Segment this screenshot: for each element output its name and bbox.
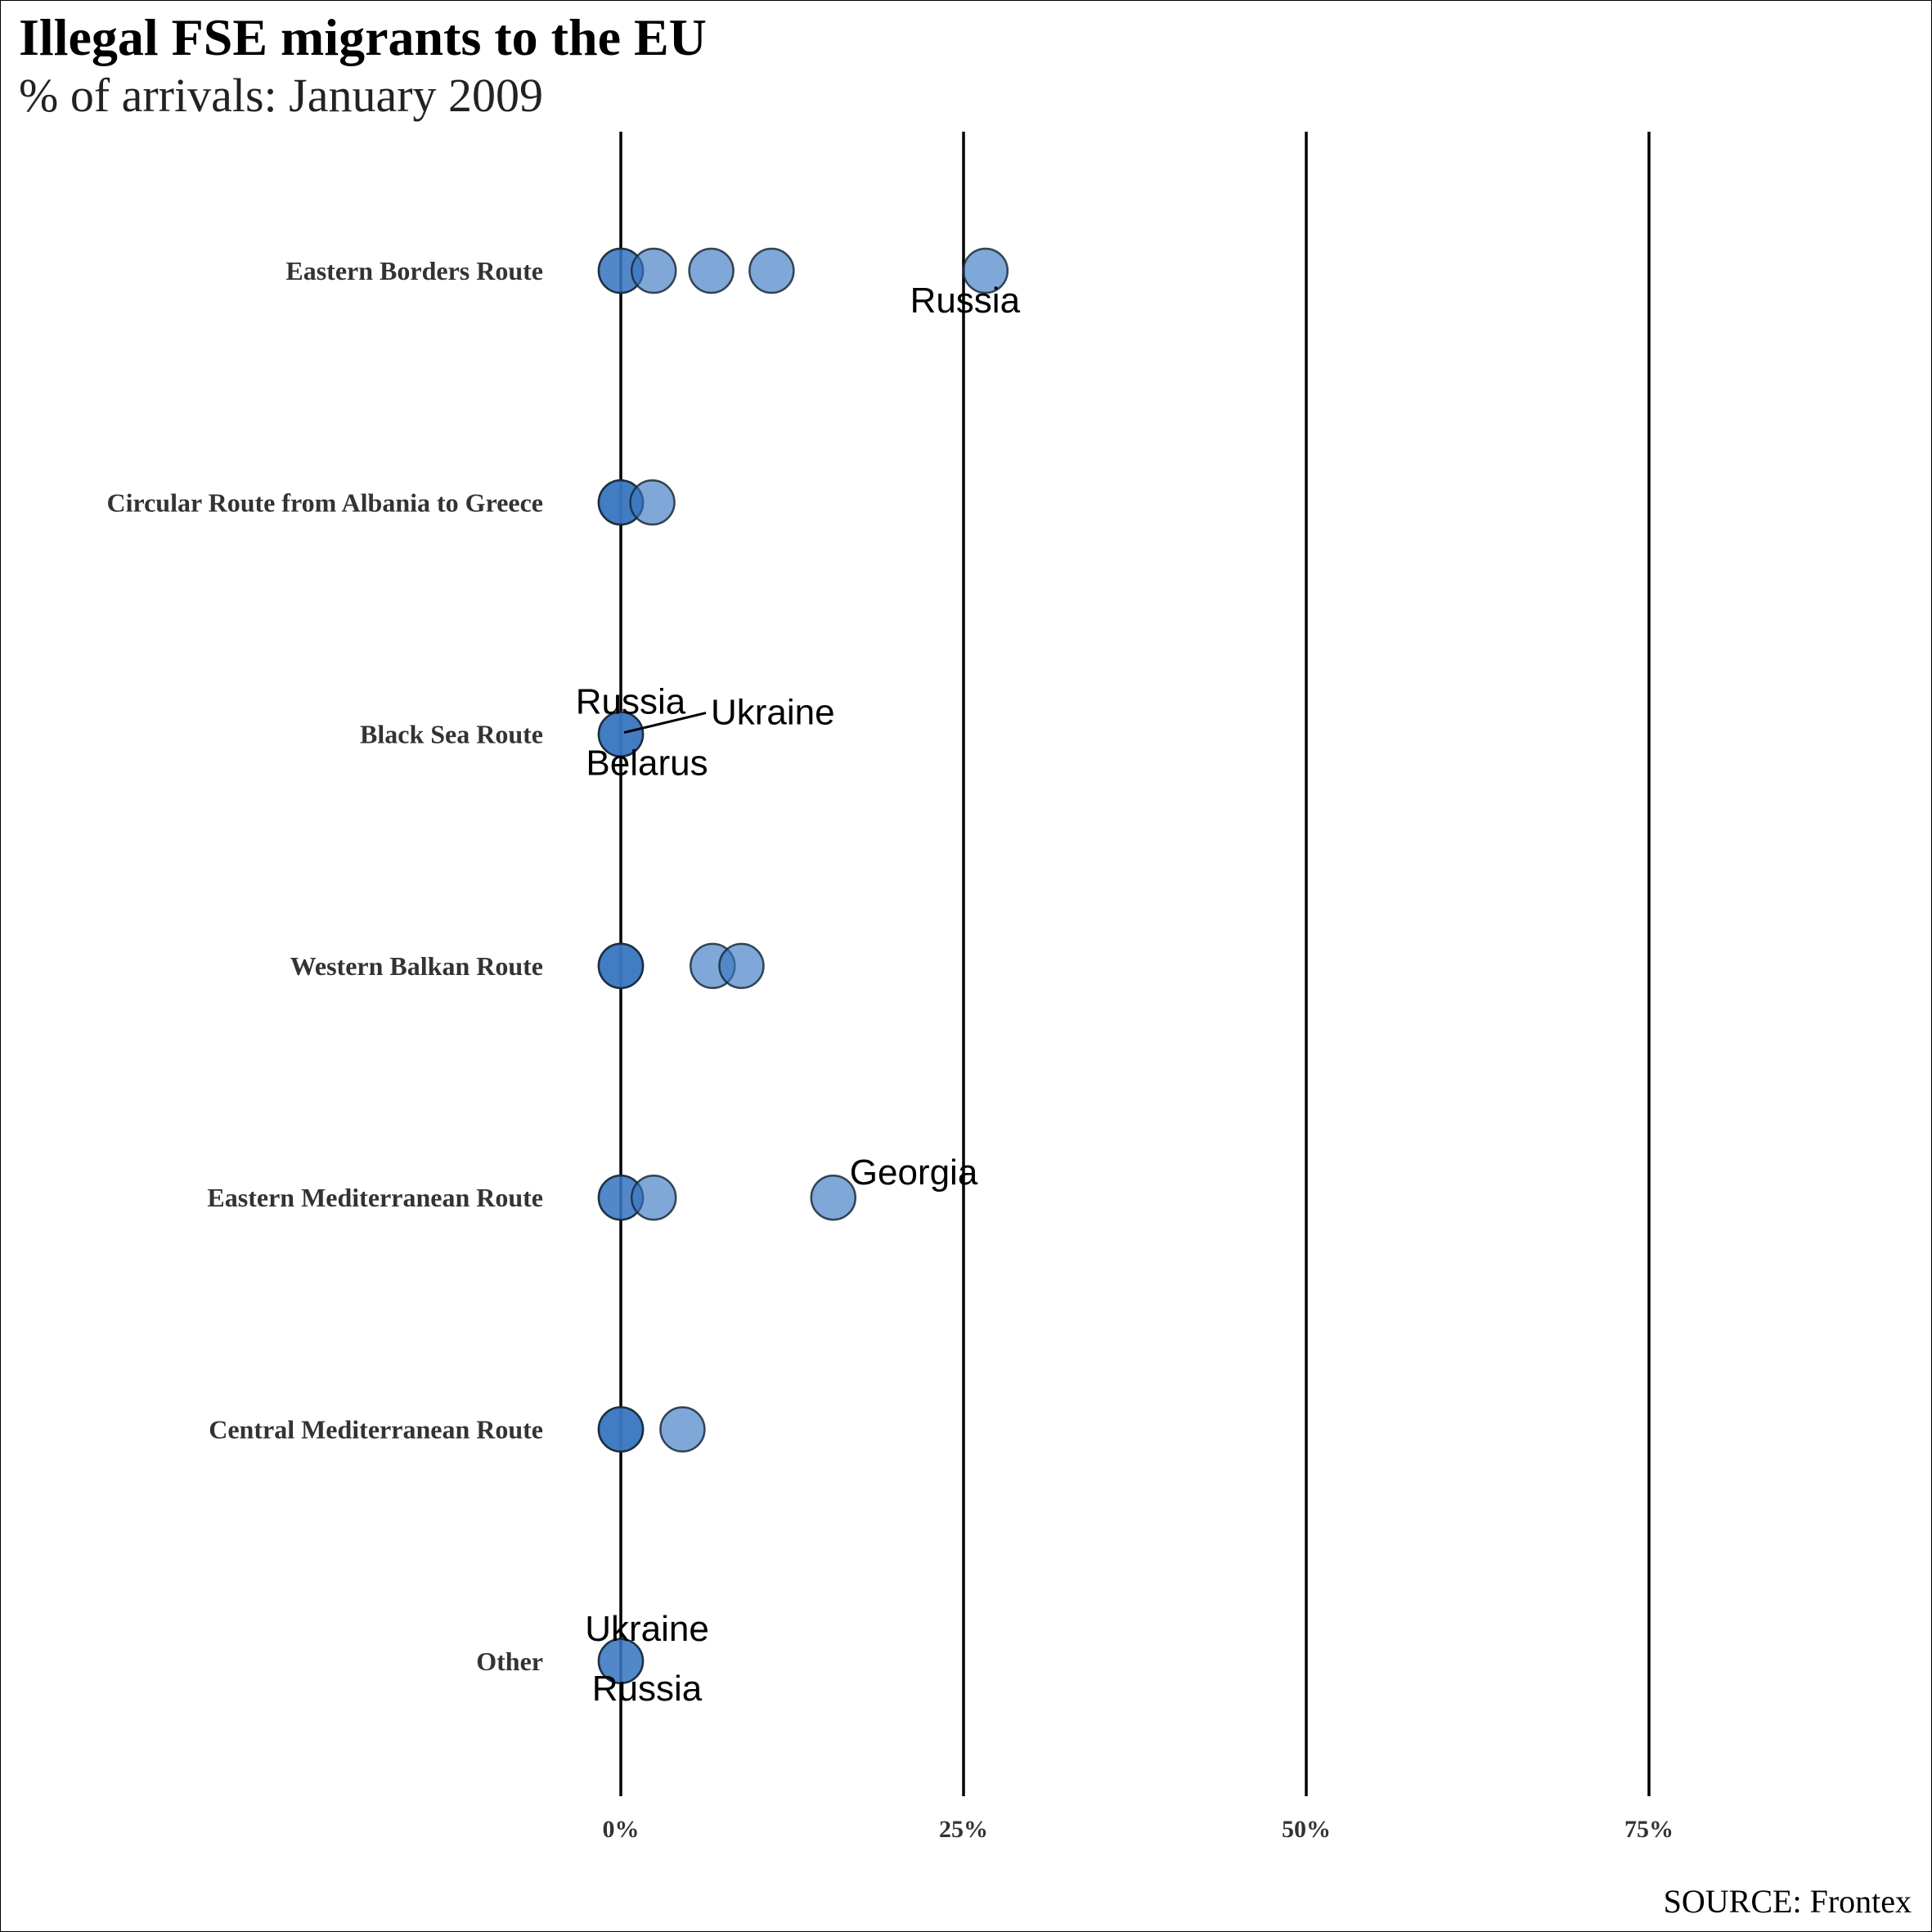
gridlines xyxy=(619,132,1651,1796)
point-label: Georgia xyxy=(850,1152,978,1193)
data-point xyxy=(659,1406,706,1453)
data-point xyxy=(597,1406,645,1453)
point-label: Russia xyxy=(576,682,686,722)
data-point xyxy=(597,711,645,757)
source-note: SOURCE: Frontex xyxy=(1663,1883,1912,1920)
data-point xyxy=(748,247,795,294)
data-point xyxy=(630,1174,677,1221)
data-points xyxy=(597,247,1009,1685)
chart-title: Illegal FSE migrants to the EU xyxy=(19,8,707,66)
x-tick-label: 50% xyxy=(1282,1816,1331,1843)
category-label: Eastern Borders Route xyxy=(285,256,543,285)
point-label: Ukraine xyxy=(585,1609,709,1649)
category-label: Western Balkan Route xyxy=(290,951,543,981)
label-leader-line xyxy=(623,712,707,735)
point-label: Russia xyxy=(910,281,1021,321)
x-tick-label: 25% xyxy=(939,1816,988,1843)
category-label: Other xyxy=(476,1647,543,1676)
category-label: Eastern Mediterranean Route xyxy=(207,1183,543,1212)
category-label: Central Mediterranean Route xyxy=(209,1415,543,1445)
category-label: Circular Route from Albania to Greece xyxy=(106,487,543,517)
chart-subtitle: % of arrivals: January 2009 xyxy=(19,69,544,122)
data-point xyxy=(688,247,735,294)
data-point xyxy=(810,1174,857,1221)
x-tick-label: 0% xyxy=(603,1816,640,1843)
x-tick-label: 75% xyxy=(1624,1816,1674,1843)
point-label: Russia xyxy=(592,1669,703,1709)
data-point xyxy=(630,247,677,294)
data-point xyxy=(962,247,1009,294)
x-tick-labels: 0% 25% 50% 75% xyxy=(603,1816,1674,1843)
data-point xyxy=(629,479,676,526)
category-label: Black Sea Route xyxy=(360,720,543,749)
category-labels: Eastern Borders Route Circular Route from… xyxy=(106,256,543,1676)
data-point xyxy=(597,942,645,990)
data-point xyxy=(597,1638,645,1685)
point-label: Ukraine xyxy=(711,693,835,733)
point-label: Belarus xyxy=(586,744,708,784)
data-point xyxy=(718,942,765,990)
